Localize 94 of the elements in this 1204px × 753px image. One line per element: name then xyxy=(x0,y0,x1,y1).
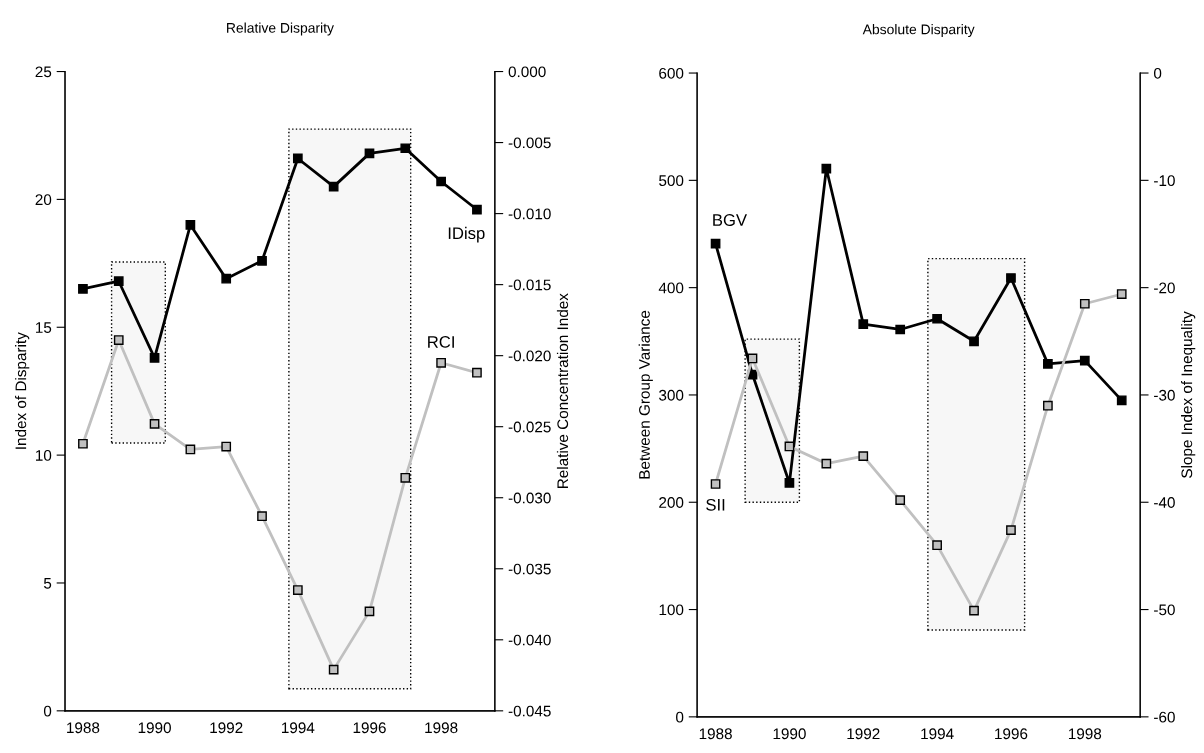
point xyxy=(1006,525,1016,536)
y2-tick-label: -0.045 xyxy=(508,705,551,717)
point xyxy=(328,181,339,192)
y-tick-label: 15 xyxy=(35,322,52,333)
y-tick-label: 0 xyxy=(43,705,52,717)
y-tick-label: 5 xyxy=(43,578,52,589)
point xyxy=(436,176,446,187)
x-tick-label: 1998 xyxy=(425,722,458,734)
y2-axis-title: Relative Concentration Index xyxy=(556,293,569,489)
point xyxy=(257,255,267,266)
point xyxy=(969,336,979,347)
point xyxy=(895,324,906,335)
y-tick-label: 400 xyxy=(658,282,684,294)
y2-tick-label: -0.015 xyxy=(508,279,551,291)
y2-tick-label: 0.000 xyxy=(508,66,546,78)
point xyxy=(710,238,721,249)
point xyxy=(895,495,906,505)
y2-tick-label: -60 xyxy=(1154,711,1175,723)
y-axis-title: Between Group Variance xyxy=(638,310,653,479)
x-tick-label: 1998 xyxy=(1068,728,1102,740)
x-tick-label: 1994 xyxy=(282,722,315,734)
x-tick-label: 1990 xyxy=(773,728,806,740)
point xyxy=(1043,400,1053,411)
chart-title: Relative Disparity xyxy=(227,22,334,36)
series-label: IDisp xyxy=(448,226,485,243)
chart-title: Absolute Disparity xyxy=(862,24,975,38)
point xyxy=(858,319,869,329)
y-tick-label: 600 xyxy=(659,67,684,79)
x-tick-label: 1988 xyxy=(699,728,732,740)
point xyxy=(113,335,124,345)
point xyxy=(932,540,942,551)
y2-tick-label: -40 xyxy=(1154,497,1175,508)
y2-tick-label: -0.005 xyxy=(508,137,551,149)
y2-tick-label: -0.010 xyxy=(508,208,551,220)
point xyxy=(149,353,160,363)
x-tick-label: 1992 xyxy=(847,728,880,740)
point xyxy=(821,458,832,469)
point xyxy=(932,313,942,324)
x-tick-label: 1996 xyxy=(353,722,386,734)
point xyxy=(292,585,303,595)
point xyxy=(710,479,721,489)
x-tick-label: 1996 xyxy=(995,728,1028,740)
y-tick-label: 100 xyxy=(659,604,684,616)
y-tick-label: 0 xyxy=(676,711,684,723)
point xyxy=(436,357,446,368)
point xyxy=(1079,355,1090,366)
x-tick-label: 1988 xyxy=(67,722,100,734)
y2-axis-title: Slope Index of Inequality xyxy=(1181,311,1196,478)
point xyxy=(78,284,88,294)
point xyxy=(472,204,482,215)
x-tick-label: 1990 xyxy=(138,722,171,734)
point xyxy=(400,472,411,483)
series-label: SII xyxy=(706,498,725,511)
y2-tick-label: -0.035 xyxy=(508,563,551,575)
y-tick-label: 500 xyxy=(659,175,684,187)
y2-tick-label: -0.020 xyxy=(508,350,551,362)
y-tick-label: 20 xyxy=(35,194,52,206)
y2-tick-label: -0.030 xyxy=(508,492,551,504)
point xyxy=(821,163,832,174)
point xyxy=(784,478,795,488)
y2-tick-label: -10 xyxy=(1154,175,1175,187)
point xyxy=(78,438,88,449)
y2-tick-label: -50 xyxy=(1154,604,1175,616)
point xyxy=(185,220,196,230)
point xyxy=(221,441,232,452)
y-tick-label: 300 xyxy=(659,389,684,401)
point xyxy=(257,511,267,522)
y-tick-label: 10 xyxy=(35,449,52,461)
point xyxy=(858,451,869,461)
point xyxy=(221,273,232,284)
y-tick-label: 25 xyxy=(35,66,52,78)
point xyxy=(1079,298,1090,309)
point xyxy=(472,367,482,378)
y2-tick-label: -0.040 xyxy=(508,634,551,646)
y2-tick-label: -20 xyxy=(1154,282,1175,294)
point xyxy=(1043,358,1053,369)
point xyxy=(400,143,411,154)
point xyxy=(969,605,979,616)
y2-tick-label: 0 xyxy=(1153,67,1162,79)
y2-tick-label: -0.025 xyxy=(508,421,551,433)
series-label: BGV xyxy=(713,214,747,226)
point xyxy=(328,664,339,675)
y2-tick-label: -30 xyxy=(1154,389,1175,401)
y-tick-label: 200 xyxy=(659,497,684,508)
x-tick-label: 1992 xyxy=(210,722,243,734)
point xyxy=(149,418,160,429)
point xyxy=(1006,273,1016,283)
point xyxy=(113,276,124,287)
point xyxy=(1116,289,1127,299)
series-label: RCI xyxy=(428,336,454,348)
point xyxy=(292,153,303,164)
y-axis-title: Index of Disparity xyxy=(15,332,30,449)
point xyxy=(1116,395,1127,406)
x-tick-label: 1994 xyxy=(921,728,954,740)
